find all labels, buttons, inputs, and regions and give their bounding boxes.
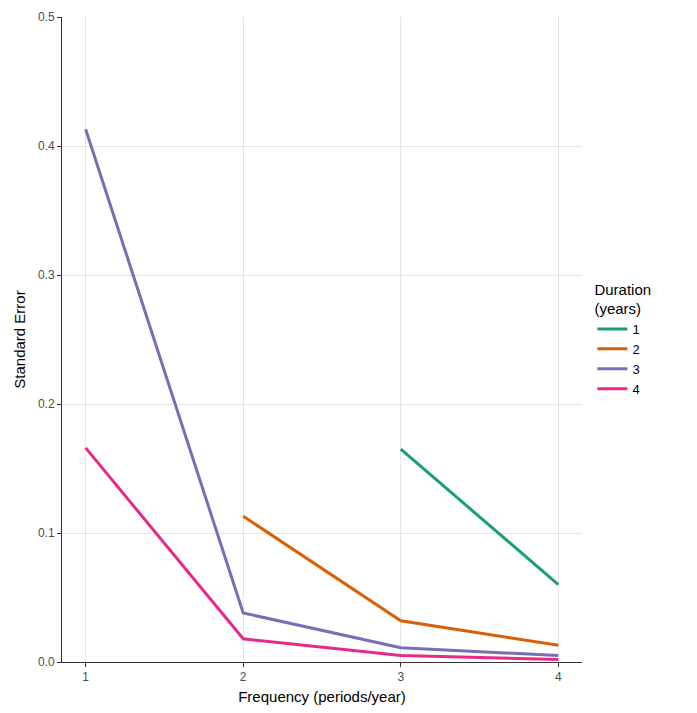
svg-text:1: 1 — [632, 322, 639, 337]
svg-text:1: 1 — [82, 670, 89, 684]
svg-text:0.5: 0.5 — [38, 10, 55, 24]
svg-text:3: 3 — [632, 362, 639, 377]
svg-text:Duration(years): Duration(years) — [594, 281, 651, 318]
svg-text:0.2: 0.2 — [38, 397, 55, 411]
svg-text:0.0: 0.0 — [38, 655, 55, 669]
svg-text:2: 2 — [240, 670, 247, 684]
svg-text:4: 4 — [632, 382, 639, 397]
svg-text:2: 2 — [632, 342, 639, 357]
svg-text:0.3: 0.3 — [38, 268, 55, 282]
svg-text:3: 3 — [397, 670, 404, 684]
svg-text:0.1: 0.1 — [38, 526, 55, 540]
svg-text:Standard Error: Standard Error — [11, 290, 28, 388]
svg-text:Frequency (periods/year): Frequency (periods/year) — [238, 688, 406, 705]
svg-text:4: 4 — [555, 670, 562, 684]
svg-text:0.4: 0.4 — [38, 139, 55, 153]
